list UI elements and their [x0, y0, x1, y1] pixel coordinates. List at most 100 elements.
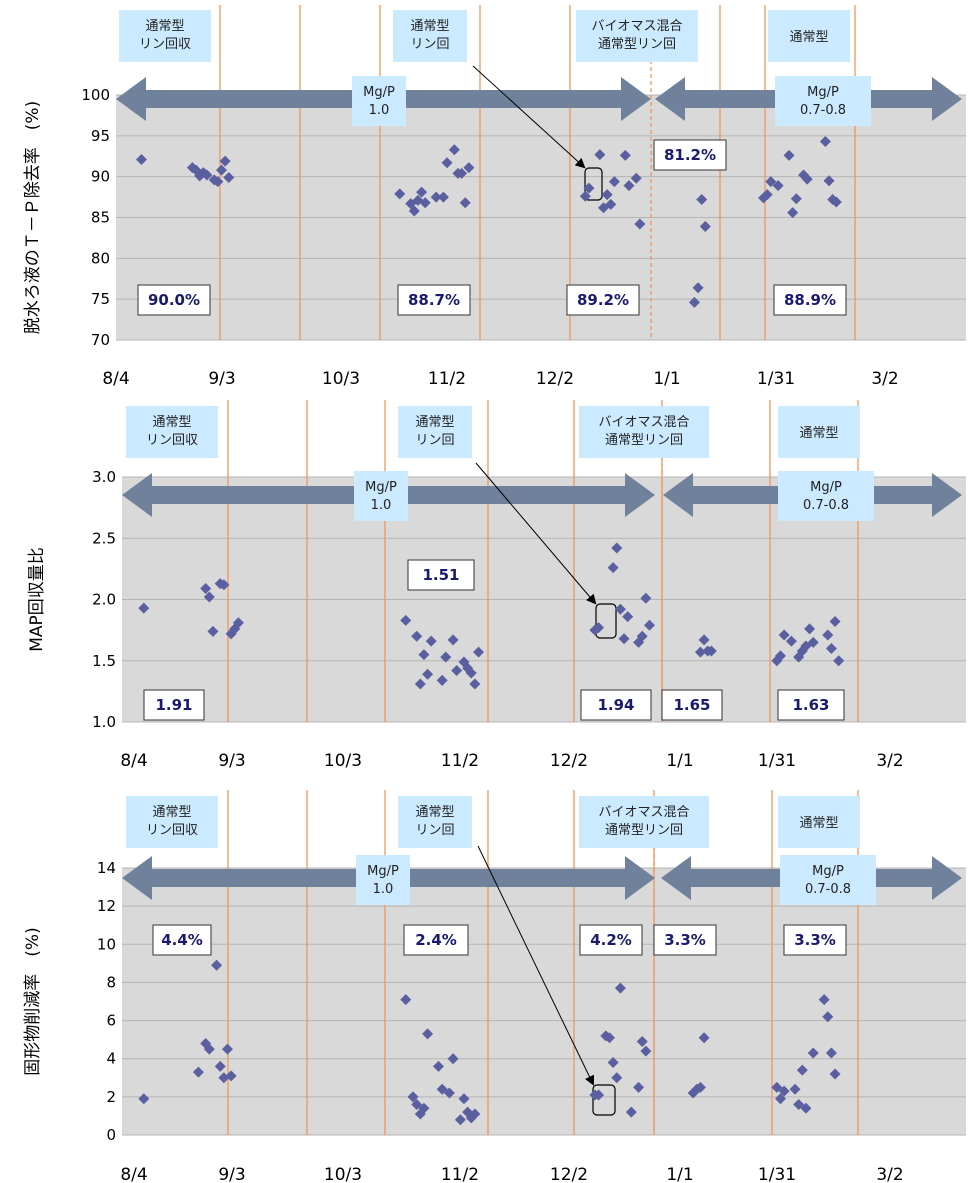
- data-point: [608, 176, 620, 188]
- data-point: [232, 617, 244, 629]
- phase-label: リン回: [415, 433, 454, 448]
- y-axis-label: MAP回収量比: [27, 547, 47, 652]
- data-point: [418, 1102, 430, 1114]
- mgp-label-box: [778, 471, 874, 521]
- x-tick-label: 12/2: [536, 369, 574, 389]
- x-tick-label: 9/3: [218, 1165, 245, 1183]
- data-point: [430, 191, 442, 203]
- average-value-box: [580, 689, 652, 721]
- data-point: [705, 645, 717, 657]
- data-point: [411, 1098, 423, 1110]
- data-point: [640, 592, 652, 604]
- phase-label-box: [398, 406, 472, 458]
- x-tick-label: 1/1: [666, 751, 693, 771]
- average-value-label: 90.0%: [148, 291, 200, 309]
- data-point: [772, 180, 784, 192]
- data-point: [216, 164, 228, 176]
- average-value-box: [403, 924, 469, 956]
- y-axis-label: 脱水ろ液のＴ－Ｐ除去率 (%): [23, 101, 43, 334]
- average-value-label: 2.4%: [415, 931, 457, 949]
- mgp-label: 0.7-0.8: [800, 103, 846, 118]
- data-point: [833, 655, 845, 667]
- phase-label-box: [579, 406, 709, 458]
- data-point: [630, 172, 642, 184]
- data-point: [433, 1060, 445, 1072]
- average-value-label: 1.63: [792, 696, 829, 714]
- x-tick-label: 12/2: [550, 751, 588, 771]
- data-point: [634, 218, 646, 230]
- data-point: [408, 205, 420, 217]
- data-point: [212, 176, 224, 188]
- pointer-arrow: [472, 65, 586, 169]
- data-point: [607, 1057, 619, 1069]
- phase-label-box: [126, 796, 218, 848]
- data-point: [207, 625, 219, 637]
- phase-label: 通常型: [152, 805, 191, 820]
- x-tick-label: 1/1: [666, 1165, 693, 1183]
- phase-label-box: [576, 10, 698, 62]
- highlight-box: [584, 167, 603, 201]
- mgp-label: Mg/P: [807, 85, 839, 100]
- data-point: [465, 667, 477, 679]
- y-tick-label: 70: [91, 331, 110, 349]
- x-tick-label: 8/4: [120, 751, 147, 771]
- phase-label-box: [119, 10, 211, 62]
- x-tick-label: 1/31: [757, 369, 795, 389]
- average-value-label: 4.2%: [590, 931, 632, 949]
- pointer-arrow: [475, 462, 597, 605]
- average-value-box: [566, 284, 640, 316]
- x-tick-label: 9/3: [208, 369, 235, 389]
- data-point: [451, 665, 463, 677]
- average-value-label: 4.4%: [161, 931, 203, 949]
- data-point: [218, 579, 230, 591]
- data-point: [441, 157, 453, 169]
- x-tick-label: 3/2: [876, 751, 903, 771]
- data-point: [785, 635, 797, 647]
- data-point: [458, 1093, 470, 1105]
- y-tick-label: 6: [106, 1012, 116, 1030]
- mgp-label: 0.7-0.8: [803, 498, 849, 513]
- data-point: [425, 635, 437, 647]
- data-point: [594, 149, 606, 161]
- data-point: [822, 629, 834, 641]
- data-point: [454, 1114, 466, 1126]
- phase-label: 通常型: [799, 816, 838, 831]
- average-value-label: 89.2%: [577, 291, 629, 309]
- average-value-box: [653, 924, 717, 956]
- average-value-label: 3.3%: [664, 931, 706, 949]
- data-point: [783, 149, 795, 161]
- average-value-label: 81.2%: [664, 146, 716, 164]
- data-point: [400, 614, 412, 626]
- average-value-box: [152, 924, 212, 956]
- data-point: [625, 1106, 637, 1118]
- mgp-label: Mg/P: [365, 480, 397, 495]
- average-value-label: 88.7%: [408, 291, 460, 309]
- mgp-label: 0.7-0.8: [805, 882, 851, 897]
- x-tick-label: 8/4: [120, 1165, 147, 1183]
- data-point: [436, 674, 448, 686]
- mgp-label-box: [775, 76, 871, 126]
- y-tick-label: 10: [97, 935, 116, 953]
- data-point: [138, 602, 150, 614]
- data-point: [694, 646, 706, 658]
- y-tick-label: 0: [106, 1126, 116, 1144]
- x-tick-label: 3/2: [876, 1165, 903, 1183]
- data-point: [447, 634, 459, 646]
- data-point: [636, 1036, 648, 1048]
- x-tick-label: 12/2: [550, 1165, 588, 1183]
- data-point: [138, 1093, 150, 1105]
- average-value-box: [777, 689, 845, 721]
- phase-label-box: [778, 406, 860, 458]
- average-value-box: [397, 284, 471, 316]
- data-point: [414, 678, 426, 690]
- data-point: [800, 1102, 812, 1114]
- phase-label: 通常型リン回: [605, 433, 683, 448]
- data-point: [829, 1068, 841, 1080]
- data-point: [201, 169, 213, 181]
- data-point: [807, 636, 819, 648]
- mgp-label: 1.0: [369, 103, 390, 118]
- mgp-label: Mg/P: [810, 480, 842, 495]
- phase-label-box: [778, 796, 860, 848]
- highlight-box: [595, 603, 617, 639]
